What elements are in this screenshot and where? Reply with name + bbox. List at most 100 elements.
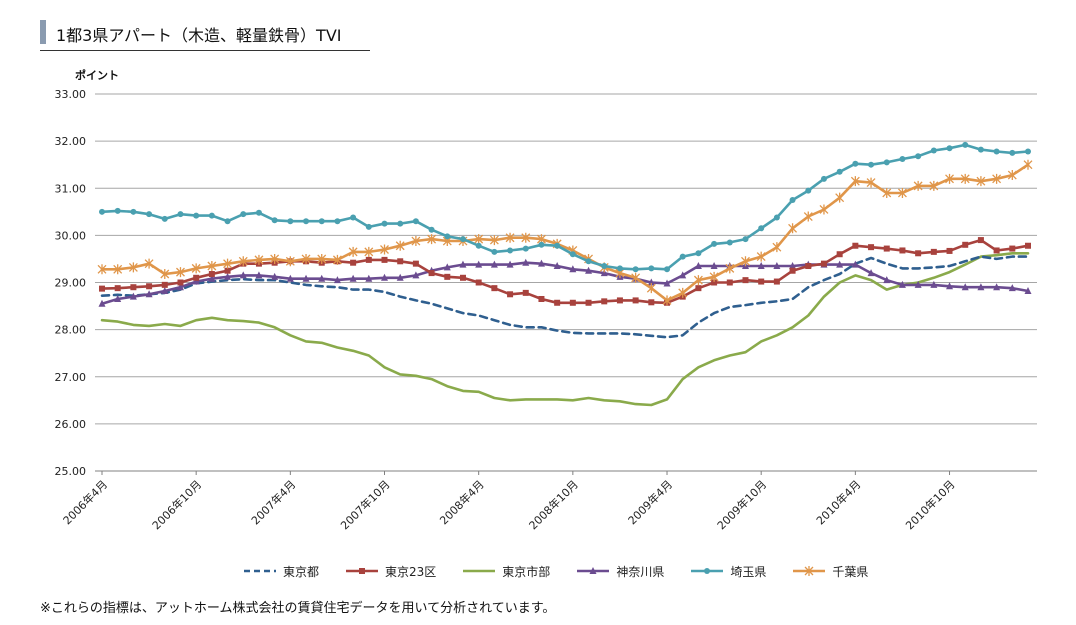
series-3-point	[145, 290, 153, 298]
series-4-point	[695, 250, 702, 257]
series-4-point	[334, 218, 341, 225]
series-1-point	[130, 284, 137, 291]
series-1-point	[758, 278, 765, 285]
legend-swatch	[691, 568, 724, 574]
y-tick-label: 26.00	[55, 418, 87, 431]
legend-swatch	[463, 569, 496, 573]
series-4-point	[758, 225, 765, 232]
y-tick-label: 30.00	[55, 229, 87, 242]
series-5-point	[693, 275, 703, 286]
footnote: ※これらの指標は、アットホーム株式会社の賃貸住宅データを用いて分析されています。	[40, 601, 556, 616]
series-3-point	[836, 260, 844, 268]
series-4-point	[412, 218, 419, 225]
series-1-point	[789, 267, 796, 274]
series-4-point	[789, 197, 796, 204]
legend-swatch	[793, 566, 826, 576]
series-3-point	[694, 262, 702, 270]
series-0-group	[100, 255, 1030, 339]
series-1-point	[852, 242, 859, 249]
series-5-point	[144, 258, 154, 269]
series-4-point	[805, 187, 812, 194]
series-5-point	[741, 256, 750, 267]
series-4-point	[852, 160, 859, 167]
series-4-point	[99, 208, 105, 215]
series-1-point	[648, 299, 655, 306]
x-tick-label: 2008年4月	[437, 477, 487, 527]
series-5-point	[882, 187, 892, 198]
series-1-point	[412, 260, 419, 267]
series-3-point	[239, 271, 247, 279]
series-1-point	[977, 237, 984, 244]
series-4-point	[522, 245, 529, 252]
series-1-point	[1009, 245, 1016, 252]
series-3-point	[412, 271, 420, 279]
series-2-line	[100, 252, 1030, 407]
x-tick-label: 2007年10月	[337, 477, 392, 532]
series-5-point	[348, 246, 358, 257]
series-3-point	[365, 274, 373, 282]
series-1-point	[381, 256, 388, 263]
series-4-point	[1025, 148, 1031, 155]
y-axis-label: ポイント	[75, 68, 119, 82]
series-4-point	[381, 220, 388, 227]
series-1-point	[616, 297, 623, 304]
series-4-point	[271, 217, 278, 224]
series-1-point	[397, 258, 404, 265]
series-1-point	[632, 297, 639, 304]
series-4-point	[836, 168, 843, 175]
x-tick-label: 2010年4月	[813, 477, 863, 527]
series-5-point	[960, 173, 970, 184]
series-1-point	[428, 270, 435, 277]
x-tick-label: 2009年4月	[625, 477, 675, 527]
series-3-point	[396, 273, 404, 281]
series-5-point	[364, 246, 374, 257]
series-5-point	[521, 232, 531, 243]
series-5-point	[427, 234, 437, 245]
series-1-point	[146, 283, 153, 290]
series-4-point	[946, 145, 953, 152]
series-3-point	[993, 283, 1001, 291]
series-1-point	[993, 247, 1000, 254]
chart-title-block: 1都3県アパート（木造、軽量鉄骨）TVI	[40, 18, 370, 51]
series-5-point	[1023, 159, 1033, 170]
series-3-point	[349, 274, 357, 282]
series-5-point	[819, 204, 829, 215]
series-3-point	[585, 266, 593, 274]
series-3-point	[381, 273, 389, 281]
series-3-point	[679, 271, 687, 279]
series-5-point	[160, 269, 170, 280]
series-4-point	[601, 263, 608, 270]
series-4-point	[475, 242, 482, 249]
series-3-point	[757, 262, 765, 270]
x-tick-label: 2008年10月	[526, 477, 581, 532]
legend-swatch	[577, 567, 610, 574]
series-5-point	[254, 254, 264, 265]
series-1-point	[726, 279, 733, 286]
series-5-point	[113, 264, 123, 275]
series-5-point	[301, 253, 311, 264]
series-1-point	[507, 291, 514, 298]
series-4-point	[208, 212, 215, 219]
series-5-point	[662, 295, 672, 306]
series-5-point	[772, 242, 782, 253]
series-4-point	[318, 218, 325, 225]
x-tick-label: 2009年10月	[714, 477, 769, 532]
series-4-point	[554, 242, 561, 249]
legend-label: 埼玉県	[730, 564, 767, 579]
series-3-point	[286, 274, 294, 282]
series-3-point	[302, 274, 310, 282]
series-5-point	[631, 272, 641, 283]
series-4-point	[287, 218, 294, 225]
series-3-point	[255, 271, 263, 279]
series-5-point	[1007, 170, 1017, 181]
legend-label: 東京23区	[385, 564, 437, 579]
line-chart: ポイント 25.00 26.00 27.00 28.00 29.00 30.00 31.00 3…	[55, 68, 1037, 532]
series-4-point	[616, 265, 623, 272]
x-tick-label: 2006年4月	[60, 477, 110, 527]
series-1-point	[930, 248, 937, 255]
series-5-point	[709, 271, 719, 282]
series-5-point	[866, 177, 876, 188]
series-4-point	[507, 247, 514, 254]
series-3-point	[98, 299, 106, 307]
series-4-point	[632, 266, 639, 273]
